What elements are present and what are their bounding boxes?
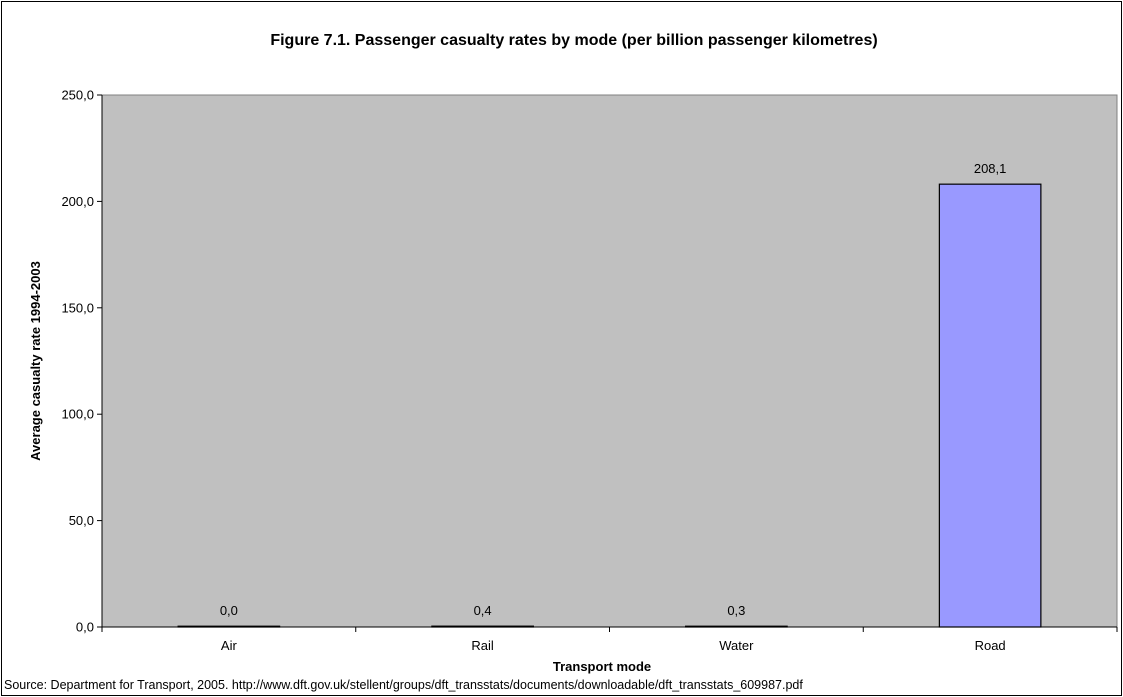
chart-title: Figure 7.1. Passenger casualty rates by …: [270, 32, 877, 49]
x-tick-label: Rail: [471, 638, 494, 653]
y-tick-label: 0,0: [76, 620, 94, 635]
x-tick-label: Road: [975, 638, 1006, 653]
y-tick-label: 100,0: [61, 407, 94, 422]
y-tick-label: 150,0: [61, 300, 94, 315]
x-axis-title: Transport mode: [553, 659, 651, 674]
bar-water: [685, 625, 788, 628]
y-axis-title: Average casualty rate 1994-2003: [28, 261, 43, 461]
data-label-air: 0,0: [220, 603, 238, 618]
y-tick-label: 50,0: [69, 513, 94, 528]
bar-rail: [431, 625, 534, 628]
x-tick-label: Water: [719, 638, 754, 653]
data-label-water: 0,3: [727, 603, 745, 618]
y-axis: 0,0 50,0 100,0 150,0 200,0 250,0: [61, 88, 103, 635]
y-tick-label: 200,0: [61, 194, 94, 209]
bar-road: [938, 183, 1042, 628]
bar-air: [177, 625, 281, 628]
x-axis: Air Rail Water Road: [101, 626, 1118, 653]
x-tick-label: Air: [221, 638, 238, 653]
data-label-road: 208,1: [974, 161, 1007, 176]
bar-labels: 0,0 0,4 0,3 208,1: [220, 161, 1007, 618]
data-label-rail: 0,4: [474, 603, 492, 618]
y-tick-label: 250,0: [61, 88, 94, 103]
source-note: Source: Department for Transport, 2005. …: [4, 678, 803, 692]
bars: [177, 183, 1042, 628]
